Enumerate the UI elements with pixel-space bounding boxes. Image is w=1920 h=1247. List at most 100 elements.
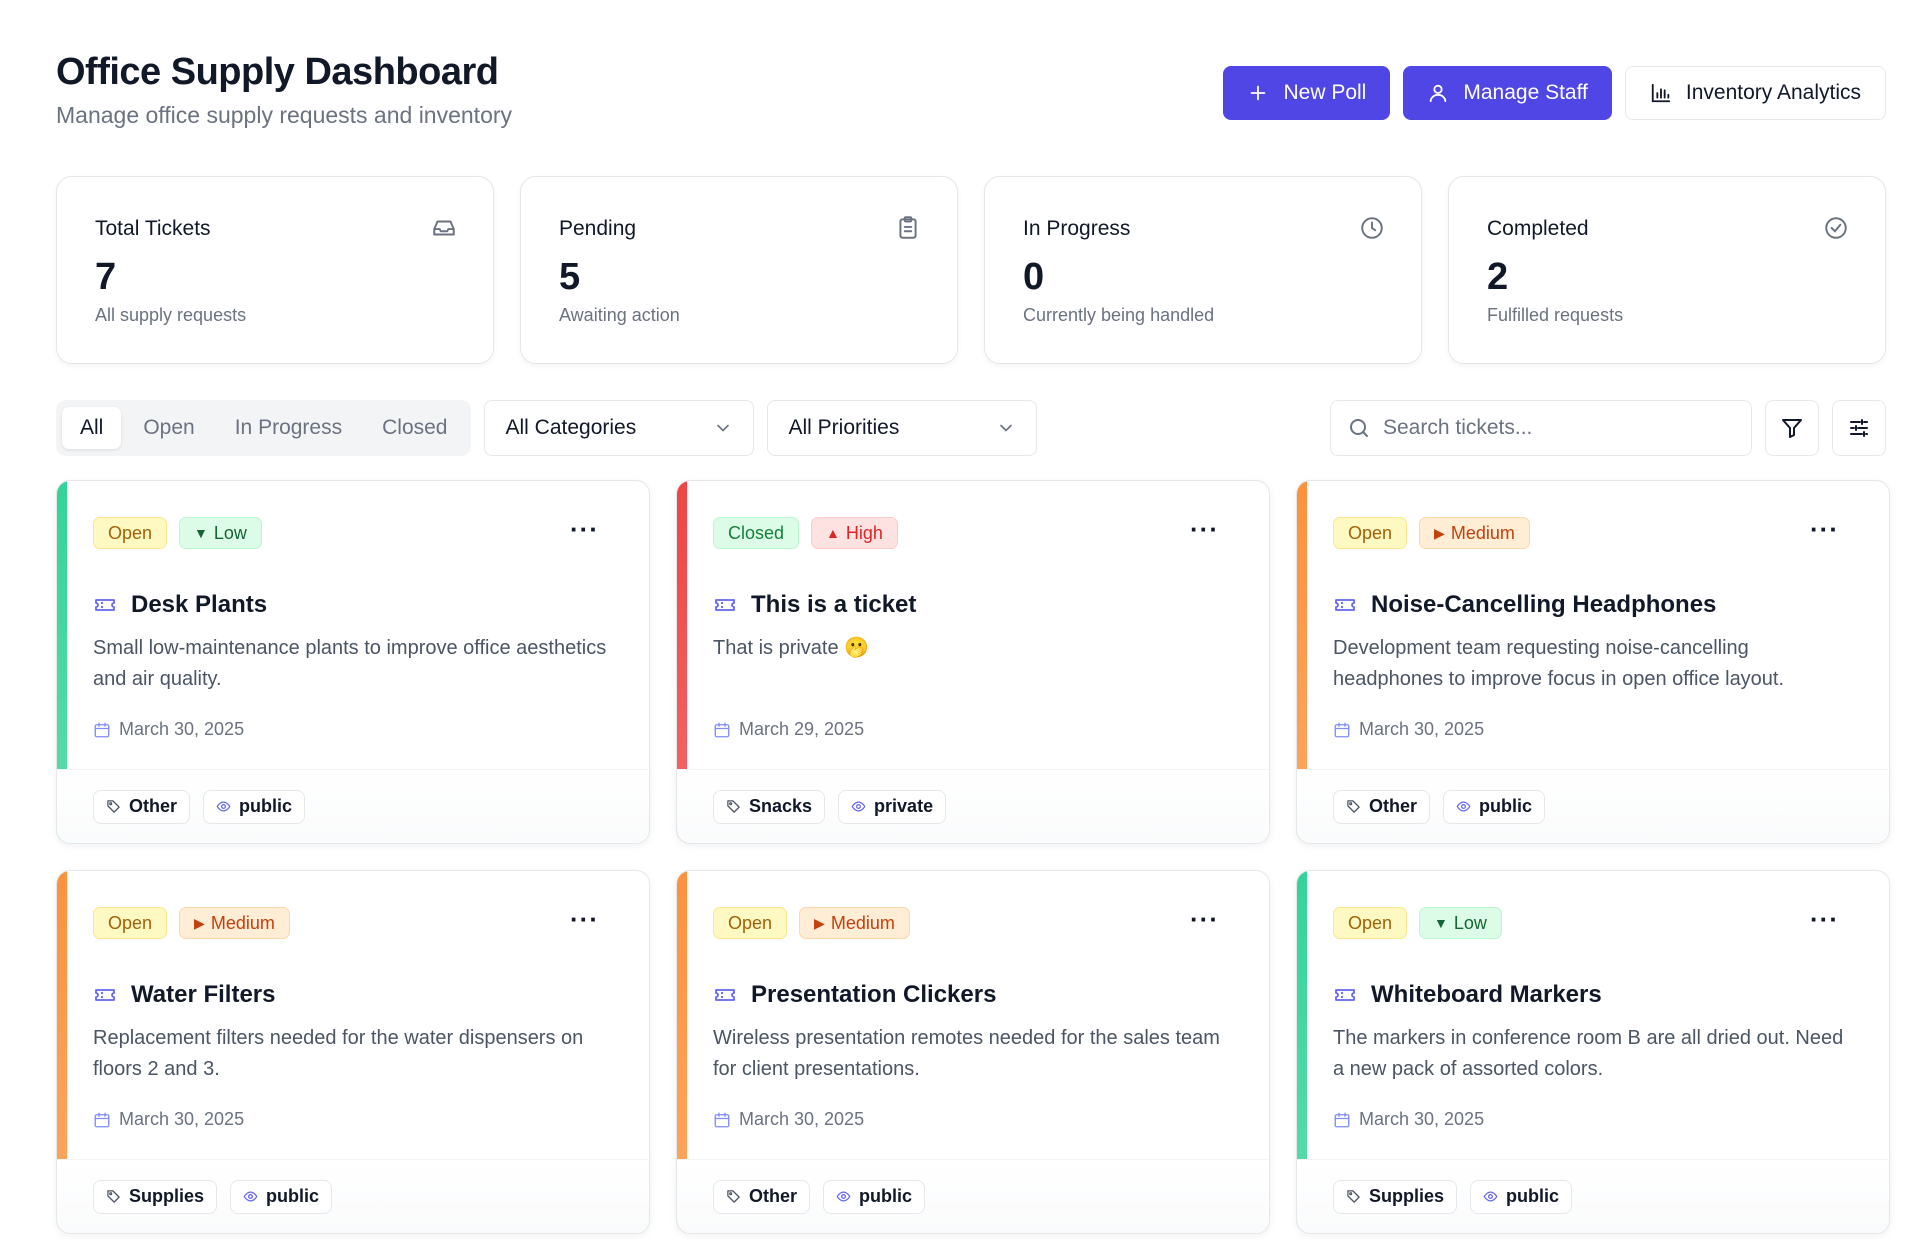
more-options-icon[interactable]: ··· (1190, 904, 1219, 934)
eye-icon (1483, 1191, 1498, 1202)
category-tag[interactable]: Other (1333, 789, 1431, 824)
tag-icon (727, 1190, 740, 1203)
visibility-tag[interactable]: public (203, 789, 306, 824)
visibility-tag[interactable]: public (1470, 1179, 1573, 1214)
ticket-title: Desk Plants (93, 591, 613, 619)
category-tag[interactable]: Supplies (93, 1179, 218, 1214)
more-options-icon[interactable]: ··· (570, 514, 599, 544)
stats-row: Total Tickets 7 All supply requests Pend… (56, 176, 1886, 364)
card-footer: Other public (1297, 769, 1889, 843)
category-tag[interactable]: Snacks (713, 789, 826, 824)
more-options-icon[interactable]: ··· (1810, 904, 1839, 934)
card-body: Open ▼ Low ··· Whiteboard Markers The ma… (1297, 871, 1889, 1161)
card-badges: Closed ▲ High (713, 517, 1233, 549)
search-box[interactable] (1330, 400, 1752, 456)
visibility-tag[interactable]: public (823, 1179, 926, 1214)
tag-icon (1347, 1190, 1360, 1203)
eye-icon (243, 1191, 258, 1202)
stat-value: 5 (559, 256, 581, 298)
ticket-date-text: March 30, 2025 (119, 1109, 245, 1129)
ticket-card[interactable]: Open ▶ Medium ··· Noise-Cancelling Headp… (1296, 480, 1890, 844)
category-select[interactable]: All Categories (484, 400, 755, 456)
ticket-description: Development team requesting noise-cancel… (1333, 637, 1785, 690)
card-body: Open ▼ Low ··· Desk Plants Small low-mai… (57, 481, 649, 771)
filter-bar: All Open In Progress Closed All Categori… (56, 400, 1886, 456)
clipboard-icon (899, 216, 917, 239)
chevron-down-icon (717, 424, 730, 432)
tab-in-progress[interactable]: In Progress (234, 416, 343, 439)
manage-staff-button[interactable]: Manage Staff (1403, 66, 1612, 120)
ticket-icon (95, 989, 115, 1001)
filter-button[interactable] (1765, 400, 1819, 456)
ticket-date: March 30, 2025 (93, 1109, 613, 1130)
manage-staff-label: Manage Staff (1463, 81, 1588, 104)
priority-select[interactable]: All Priorities (767, 400, 1038, 456)
more-options-icon[interactable]: ··· (1190, 514, 1219, 544)
category-tag-label: Other (129, 796, 178, 816)
ticket-card[interactable]: Open ▼ Low ··· Whiteboard Markers The ma… (1296, 870, 1890, 1234)
visibility-tag[interactable]: public (1443, 789, 1546, 824)
visibility-tag-label: private (874, 796, 934, 816)
plus-icon (1251, 85, 1266, 101)
filter-icon (1782, 419, 1802, 438)
stat-card-completed: Completed 2 Fulfilled requests (1448, 176, 1886, 364)
tab-closed[interactable]: Closed (382, 416, 448, 439)
category-tag[interactable]: Other (93, 789, 191, 824)
category-tag-label: Supplies (129, 1186, 205, 1206)
ticket-card[interactable]: Open ▶ Medium ··· Presentation Clickers … (676, 870, 1270, 1234)
eye-icon (851, 801, 866, 812)
status-badge: Open (1333, 517, 1408, 549)
card-body: Open ▶ Medium ··· Water Filters Replacem… (57, 871, 649, 1161)
new-poll-button[interactable]: New Poll (1223, 66, 1391, 120)
category-tag-label: Other (749, 1186, 798, 1206)
ticket-icon (95, 599, 115, 611)
ticket-title-text: Presentation Clickers (751, 981, 997, 1008)
page-title: Office Supply Dashboard (56, 51, 499, 93)
tab-all[interactable]: All (62, 407, 122, 449)
stat-label: Pending (559, 217, 637, 240)
inventory-analytics-button[interactable]: Inventory Analytics (1624, 66, 1886, 120)
more-options-icon[interactable]: ··· (1810, 514, 1839, 544)
card-badges: Open ▶ Medium (1333, 517, 1853, 549)
ticket-date: March 30, 2025 (713, 1109, 1233, 1130)
status-badge: Open (93, 517, 168, 549)
category-tag[interactable]: Supplies (1333, 1179, 1458, 1214)
calendar-icon (1334, 722, 1350, 737)
inventory-analytics-label: Inventory Analytics (1685, 81, 1861, 104)
title-block: Office Supply Dashboard Manage office su… (56, 48, 512, 138)
settings-sliders-button[interactable] (1832, 400, 1886, 456)
stat-card-pending: Pending 5 Awaiting action (520, 176, 958, 364)
card-footer: Snacks private (677, 769, 1269, 843)
ticket-card[interactable]: Open ▶ Medium ··· Water Filters Replacem… (56, 870, 650, 1234)
ticket-description: Replacement filters needed for the water… (93, 1027, 584, 1080)
ticket-date: March 30, 2025 (93, 719, 613, 740)
category-tag[interactable]: Other (713, 1179, 811, 1214)
ticket-card[interactable]: Closed ▲ High ··· This is a ticket That … (676, 480, 1270, 844)
visibility-tag[interactable]: public (230, 1179, 333, 1214)
stat-label: Completed (1487, 217, 1589, 240)
category-tag-label: Other (1369, 796, 1418, 816)
ticket-date: March 29, 2025 (713, 719, 1233, 740)
tab-open[interactable]: Open (143, 416, 195, 439)
page-subtitle: Manage office supply requests and invent… (56, 102, 513, 128)
card-badges: Open ▼ Low (1333, 907, 1853, 939)
calendar-icon (1334, 1112, 1350, 1127)
more-options-icon[interactable]: ··· (570, 904, 599, 934)
priority-badge: ▶ Medium (1419, 517, 1530, 549)
card-footer: Other public (57, 769, 649, 843)
card-footer: Other public (677, 1159, 1269, 1233)
stat-value: 7 (95, 256, 117, 298)
card-accent-bar (677, 481, 687, 843)
ticket-date-text: March 30, 2025 (739, 1109, 865, 1129)
category-tag-label: Snacks (749, 796, 813, 816)
ticket-card[interactable]: Open ▼ Low ··· Desk Plants Small low-mai… (56, 480, 650, 844)
calendar-icon (94, 1112, 110, 1127)
priority-label: High (845, 522, 883, 543)
visibility-tag[interactable]: private (838, 789, 947, 824)
visibility-tag-label: public (239, 796, 293, 816)
ticket-description: That is private 🫢 (713, 637, 870, 659)
ticket-date-text: March 30, 2025 (1359, 1109, 1485, 1129)
priority-badge: ▶ Medium (799, 907, 910, 939)
search-input[interactable] (1383, 416, 1735, 440)
